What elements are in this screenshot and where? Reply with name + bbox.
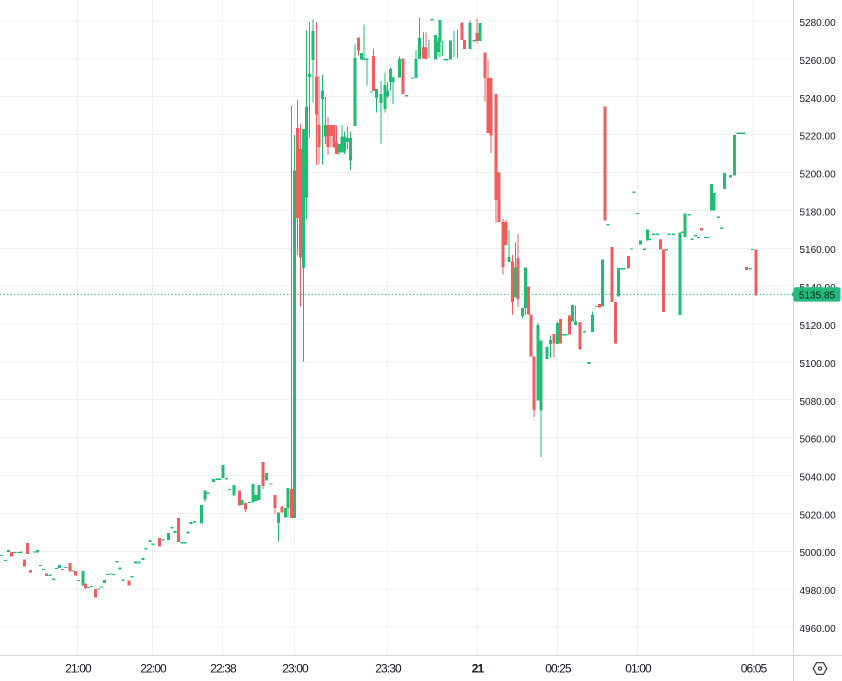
svg-text:5000.00: 5000.00 [800, 548, 837, 559]
svg-text:22:00: 22:00 [140, 661, 167, 675]
svg-text:01:00: 01:00 [625, 661, 652, 675]
svg-text:00:25: 00:25 [545, 661, 572, 675]
svg-text:5220.00: 5220.00 [800, 132, 837, 143]
svg-text:5020.00: 5020.00 [800, 510, 837, 521]
svg-text:5280.00: 5280.00 [800, 18, 837, 29]
svg-text:4980.00: 4980.00 [800, 586, 837, 597]
svg-text:23:30: 23:30 [375, 661, 402, 675]
svg-text:5160.00: 5160.00 [800, 245, 837, 256]
svg-text:5240.00: 5240.00 [800, 94, 837, 105]
svg-text:23:00: 23:00 [282, 661, 309, 675]
svg-text:4960.00: 4960.00 [800, 624, 837, 635]
svg-text:5135.85: 5135.85 [799, 291, 836, 302]
svg-text:5040.00: 5040.00 [800, 473, 837, 484]
svg-text:5060.00: 5060.00 [800, 435, 837, 446]
svg-text:5260.00: 5260.00 [800, 56, 837, 67]
svg-text:5080.00: 5080.00 [800, 397, 837, 408]
svg-text:21:00: 21:00 [65, 661, 92, 675]
svg-text:5180.00: 5180.00 [800, 207, 837, 218]
svg-text:5120.00: 5120.00 [800, 321, 837, 332]
svg-text:5200.00: 5200.00 [800, 170, 837, 181]
svg-text:5100.00: 5100.00 [800, 359, 837, 370]
svg-text:21: 21 [472, 661, 485, 675]
svg-text:22:38: 22:38 [210, 661, 237, 675]
svg-text:06:05: 06:05 [741, 661, 768, 675]
